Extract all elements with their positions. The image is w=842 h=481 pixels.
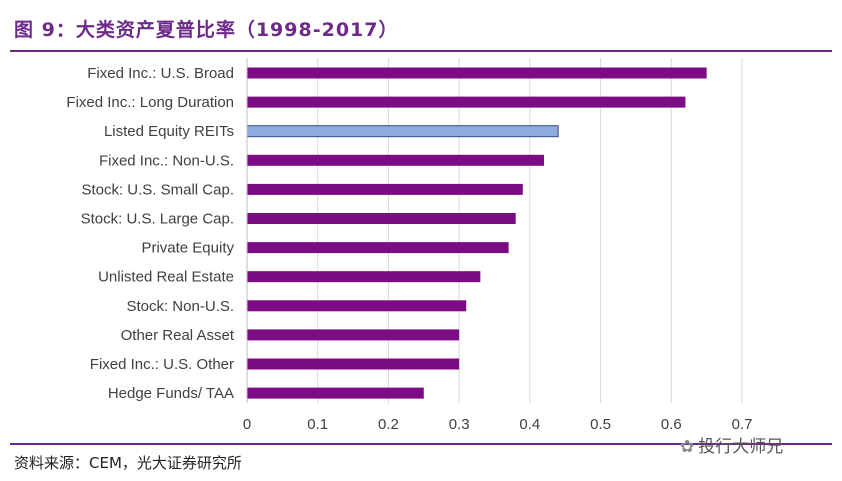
category-label: Stock: U.S. Large Cap.	[81, 211, 234, 228]
figure-title: 图 9：大类资产夏普比率（1998-2017）	[14, 19, 399, 41]
gridlines	[317, 58, 743, 403]
bar-fixed-inc-non-u-s	[247, 154, 544, 166]
category-label: Other Real Asset	[121, 327, 235, 344]
category-label: Stock: U.S. Small Cap.	[81, 181, 234, 198]
source-note: 资料来源：CEM，光大证券研究所	[14, 454, 242, 472]
bar-private-equity	[247, 242, 509, 254]
sharpe-ratio-bar-chart: Fixed Inc.: U.S. Broad Fixed Inc.: Long D…	[66, 58, 753, 433]
x-tick-label: 0.2	[378, 416, 399, 433]
category-label: Fixed Inc.: Long Duration	[66, 94, 234, 111]
watermark: ✿ 投行大师兄	[680, 432, 783, 457]
category-labels: Fixed Inc.: U.S. Broad Fixed Inc.: Long D…	[66, 65, 234, 402]
category-label: Fixed Inc.: U.S. Broad	[87, 65, 234, 82]
category-label: Listed Equity REITs	[104, 123, 234, 140]
footer-divider	[10, 443, 832, 445]
category-label: Unlisted Real Estate	[98, 269, 234, 286]
category-label: Fixed Inc.: Non-U.S.	[99, 152, 234, 169]
bar-fixed-inc-u-s-other	[247, 358, 460, 370]
category-label: Hedge Funds/ TAA	[108, 385, 234, 402]
x-tick-label: 0	[243, 416, 251, 433]
watermark-text: 投行大师兄	[698, 437, 784, 457]
x-tick-label: 0.5	[590, 416, 611, 433]
x-tick-label: 0.1	[307, 416, 328, 433]
bars	[246, 67, 707, 399]
category-label: Fixed Inc.: U.S. Other	[90, 356, 234, 373]
bar-fixed-inc-u-s-broad	[247, 67, 707, 79]
x-tick-label: 0.3	[449, 416, 470, 433]
bar-stock-non-u-s	[247, 300, 467, 312]
x-tick-label: 0.6	[661, 416, 682, 433]
bar-other-real-asset	[247, 329, 460, 341]
x-tick-label: 0.4	[519, 416, 540, 433]
x-tick-label: 0.7	[732, 416, 753, 433]
bar-fixed-inc-long-duration	[247, 96, 686, 108]
wechat-icon: ✿	[680, 437, 695, 457]
title-divider	[10, 50, 832, 52]
x-tick-labels: 0 0.1 0.2 0.3 0.4 0.5 0.6 0.7	[243, 416, 753, 433]
category-label: Private Equity	[141, 240, 234, 257]
bar-listed-equity-reits	[246, 125, 559, 138]
category-label: Stock: Non-U.S.	[126, 298, 234, 315]
bar-hedge-funds-taa	[247, 387, 424, 399]
bar-unlisted-real-estate	[247, 271, 481, 283]
bar-stock-u-s-small-cap	[247, 183, 523, 195]
bar-stock-u-s-large-cap	[247, 213, 516, 224]
